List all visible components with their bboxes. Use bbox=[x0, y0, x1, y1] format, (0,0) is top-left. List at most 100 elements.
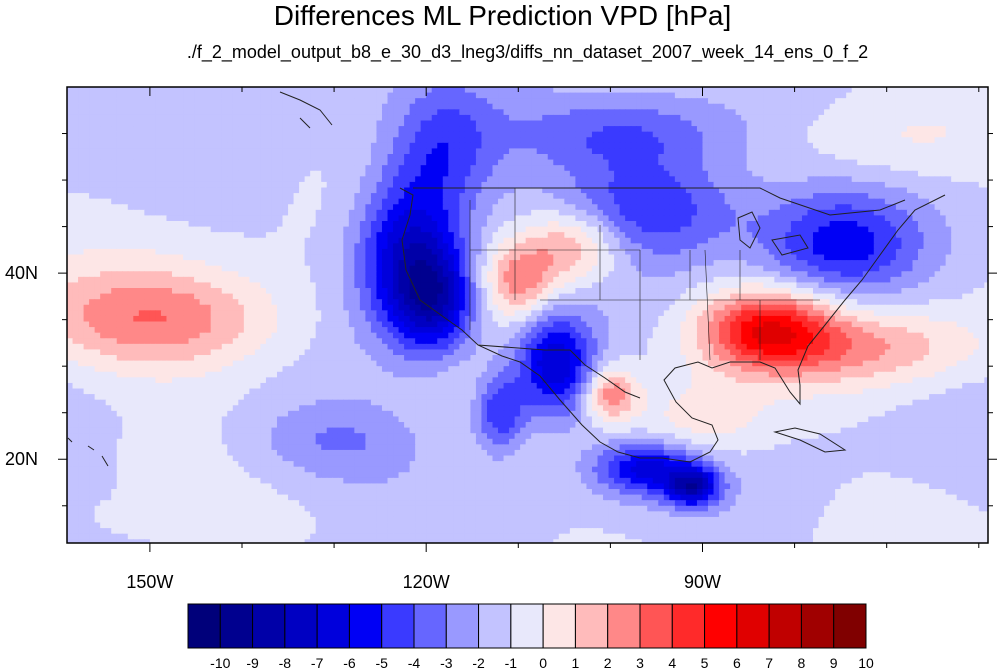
field-cell bbox=[503, 114, 510, 122]
field-cell bbox=[166, 148, 173, 155]
field-cell bbox=[464, 103, 471, 110]
field-cell bbox=[210, 154, 217, 161]
field-cell bbox=[216, 126, 223, 133]
field-cell bbox=[713, 142, 720, 150]
field-cell bbox=[846, 98, 853, 105]
field-cell bbox=[514, 103, 521, 110]
field-cell bbox=[851, 248, 858, 256]
field-cell bbox=[630, 209, 637, 217]
field-cell bbox=[923, 193, 930, 200]
field-cell bbox=[641, 159, 648, 166]
field-cell bbox=[597, 92, 604, 99]
field-cell bbox=[304, 148, 311, 155]
field-cell bbox=[122, 131, 129, 138]
field-cell bbox=[652, 126, 659, 133]
field-cell bbox=[669, 181, 676, 189]
field-cell bbox=[442, 87, 449, 94]
field-cell bbox=[166, 187, 173, 194]
field-cell bbox=[956, 165, 963, 172]
field-cell bbox=[652, 165, 659, 172]
field-cell bbox=[542, 221, 549, 228]
field-cell bbox=[111, 126, 118, 133]
field-cell bbox=[171, 159, 179, 166]
field-cell bbox=[569, 120, 576, 127]
field-cell bbox=[304, 215, 311, 222]
field-cell bbox=[591, 98, 599, 105]
field-cell bbox=[431, 170, 438, 177]
field-cell bbox=[846, 176, 853, 183]
field-cell bbox=[967, 154, 974, 161]
field-cell bbox=[796, 176, 803, 183]
field-cell bbox=[243, 243, 250, 250]
field-cell bbox=[332, 165, 339, 172]
field-cell bbox=[658, 198, 665, 205]
field-cell bbox=[696, 243, 704, 250]
field-cell bbox=[940, 170, 947, 177]
field-cell bbox=[442, 181, 449, 189]
field-cell bbox=[630, 87, 637, 94]
field-cell bbox=[321, 92, 328, 99]
field-cell bbox=[752, 148, 759, 155]
field-cell bbox=[415, 126, 422, 133]
field-cell bbox=[536, 142, 543, 150]
field-cell bbox=[603, 248, 610, 256]
field-cell bbox=[116, 181, 123, 189]
field-cell bbox=[464, 114, 471, 122]
field-cell bbox=[359, 232, 367, 239]
field-cell bbox=[160, 114, 168, 122]
field-cell bbox=[486, 181, 494, 189]
field-cell bbox=[83, 126, 90, 133]
field-cell bbox=[564, 137, 571, 144]
field-cell bbox=[94, 237, 101, 244]
field-cell bbox=[774, 137, 781, 144]
field-cell bbox=[376, 221, 383, 228]
field-cell bbox=[912, 120, 919, 127]
field-cell bbox=[409, 198, 416, 205]
field-cell bbox=[343, 243, 350, 250]
field-cell bbox=[89, 137, 96, 144]
field-cell bbox=[873, 154, 880, 161]
field-cell bbox=[591, 159, 599, 166]
field-cell bbox=[846, 215, 853, 222]
field-cell bbox=[453, 226, 460, 233]
field-cell bbox=[813, 248, 820, 256]
field-cell bbox=[194, 187, 201, 194]
field-cell bbox=[901, 131, 908, 138]
field-cell bbox=[144, 170, 151, 177]
field-cell bbox=[525, 226, 532, 233]
field-cell bbox=[680, 148, 687, 155]
field-cell bbox=[509, 226, 516, 233]
field-cell bbox=[669, 170, 676, 177]
field-cell bbox=[288, 131, 295, 138]
field-cell bbox=[492, 237, 499, 244]
field-cell bbox=[282, 221, 289, 228]
field-cell bbox=[840, 109, 847, 116]
field-cell bbox=[393, 232, 400, 239]
field-cell bbox=[464, 148, 471, 155]
field-cell bbox=[840, 148, 847, 155]
field-cell bbox=[448, 92, 455, 99]
field-cell bbox=[818, 148, 825, 155]
field-cell bbox=[956, 92, 963, 99]
field-cell bbox=[205, 120, 212, 127]
field-cell bbox=[177, 243, 184, 250]
field-cell bbox=[100, 120, 107, 127]
field-cell bbox=[807, 237, 814, 244]
field-cell bbox=[437, 243, 444, 250]
field-cell bbox=[376, 243, 383, 250]
field-cell bbox=[868, 114, 875, 122]
field-cell bbox=[801, 226, 809, 233]
field-cell bbox=[254, 109, 262, 116]
field-cell bbox=[719, 209, 726, 217]
field-cell bbox=[851, 243, 858, 250]
field-cell bbox=[133, 243, 140, 250]
field-cell bbox=[895, 198, 903, 205]
field-cell bbox=[498, 148, 505, 155]
field-cell bbox=[475, 148, 483, 155]
field-cell bbox=[398, 204, 405, 211]
field-cell bbox=[470, 237, 477, 244]
field-cell bbox=[735, 142, 742, 150]
field-cell bbox=[918, 159, 925, 166]
field-cell bbox=[442, 248, 449, 256]
field-cell bbox=[940, 243, 947, 250]
